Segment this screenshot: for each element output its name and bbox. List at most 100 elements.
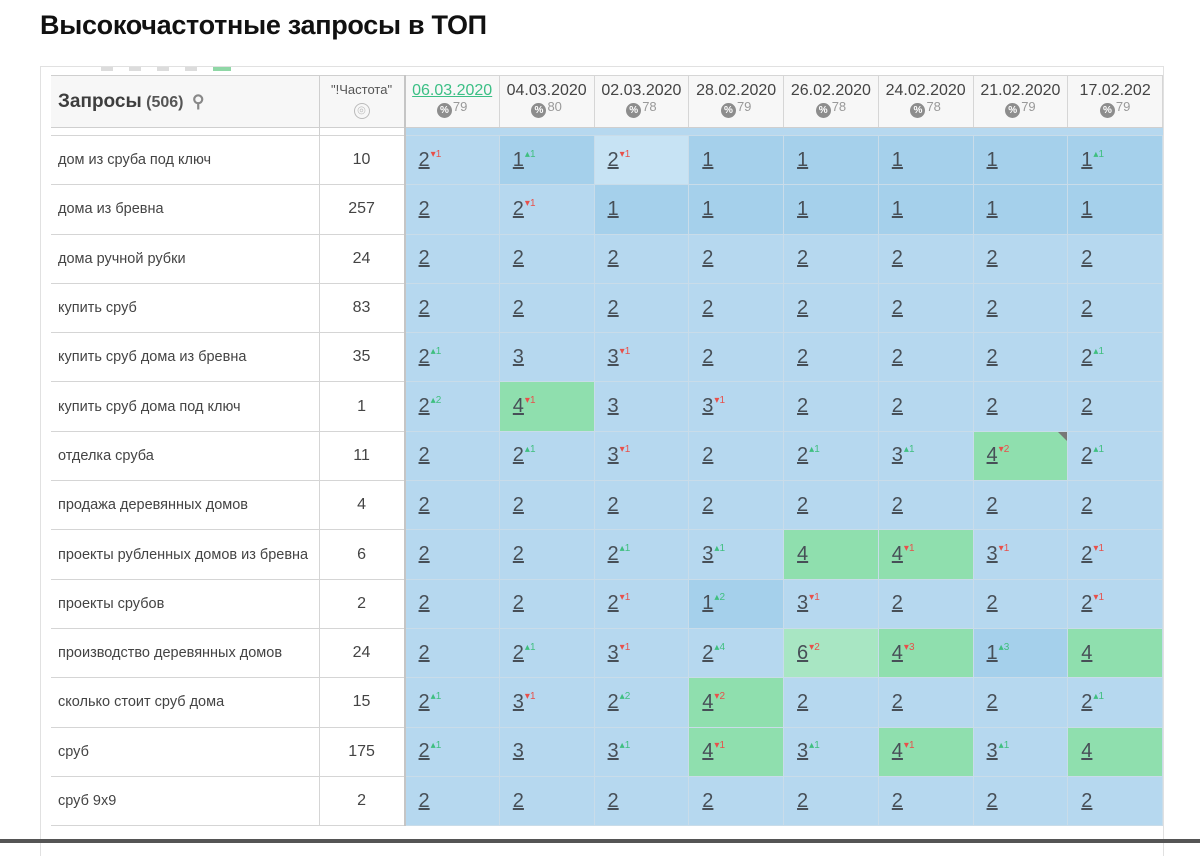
position-value[interactable]: 2	[418, 197, 430, 220]
date-column-header[interactable]: 17.02.202% 79	[1067, 75, 1163, 128]
date-label[interactable]: 26.02.2020	[790, 82, 871, 99]
query-cell[interactable]: дом из сруба под ключ	[51, 134, 320, 186]
query-cell[interactable]: отделка сруба	[51, 430, 320, 482]
position-value[interactable]: 2	[891, 592, 903, 615]
position-cell[interactable]: 2	[404, 529, 500, 580]
position-cell[interactable]: 2	[877, 677, 974, 728]
queries-column-header[interactable]: Запросы (506) ⚲	[51, 75, 320, 128]
query-cell[interactable]: сколько стоит сруб дома	[51, 677, 320, 728]
position-cell[interactable]: 2	[1067, 381, 1163, 432]
position-cell[interactable]: 2▴2	[593, 677, 690, 728]
position-cell[interactable]: 1	[688, 134, 785, 186]
position-value[interactable]: 2	[1081, 592, 1093, 615]
position-value[interactable]: 2	[512, 444, 524, 467]
position-cell[interactable]: 4	[1067, 627, 1163, 679]
position-value[interactable]: 2	[986, 592, 998, 615]
position-cell[interactable]: 2	[404, 480, 500, 531]
date-column-header[interactable]: 26.02.2020% 78	[783, 75, 879, 128]
position-cell[interactable]: 2	[688, 775, 785, 827]
position-value[interactable]: 1	[512, 148, 524, 171]
position-value[interactable]: 2	[986, 395, 998, 418]
position-cell[interactable]: 2	[593, 233, 690, 284]
position-value[interactable]: 2	[986, 247, 998, 270]
position-value[interactable]: 2	[512, 789, 524, 812]
position-cell[interactable]: 4▾3	[877, 627, 974, 679]
position-cell[interactable]: 3▾1	[593, 430, 690, 482]
query-cell[interactable]: купить сруб дома из бревна	[51, 332, 320, 383]
position-value[interactable]: 2	[512, 247, 524, 270]
position-value[interactable]: 1	[1081, 148, 1093, 171]
position-value[interactable]: 2	[986, 789, 998, 812]
position-cell[interactable]: 4▾1	[877, 726, 974, 777]
position-cell[interactable]: 2	[593, 480, 690, 531]
date-label[interactable]: 24.02.2020	[885, 82, 966, 99]
position-value[interactable]: 2	[1081, 296, 1093, 319]
position-value[interactable]: 4	[891, 543, 903, 566]
position-cell[interactable]: 2	[877, 578, 974, 629]
position-value[interactable]: 2	[418, 641, 430, 664]
position-value[interactable]: 3	[986, 543, 998, 566]
query-cell[interactable]: дома ручной рубки	[51, 233, 320, 284]
position-cell[interactable]: 2▴1	[404, 677, 500, 728]
position-cell[interactable]: 2	[688, 332, 785, 383]
top-scroll-strip[interactable]	[101, 67, 281, 75]
position-value[interactable]: 2	[418, 543, 430, 566]
position-cell[interactable]: 2▴1	[783, 430, 879, 482]
position-value[interactable]: 2	[418, 148, 430, 171]
date-label[interactable]: 06.03.2020	[412, 82, 493, 99]
position-value[interactable]: 3	[607, 395, 619, 418]
position-value[interactable]: 2	[418, 690, 430, 713]
position-cell[interactable]: 2	[498, 480, 595, 531]
position-value[interactable]: 1	[986, 148, 998, 171]
position-cell[interactable]: 2	[1067, 775, 1163, 827]
position-cell[interactable]: 2	[498, 775, 595, 827]
position-value[interactable]: 3	[607, 740, 619, 763]
position-value[interactable]: 6	[797, 641, 809, 664]
position-value[interactable]: 3	[512, 740, 524, 763]
position-value[interactable]: 2	[891, 690, 903, 713]
position-value[interactable]: 4	[1081, 740, 1093, 763]
position-value[interactable]: 2	[418, 789, 430, 812]
position-value[interactable]: 2	[797, 444, 809, 467]
position-cell[interactable]: 2▴1	[404, 332, 500, 383]
position-cell[interactable]: 1▴1	[498, 134, 595, 186]
position-value[interactable]: 2	[1081, 690, 1093, 713]
position-value[interactable]: 1	[702, 148, 714, 171]
position-value[interactable]: 2	[607, 493, 619, 516]
position-cell[interactable]: 1	[972, 134, 1069, 186]
position-cell[interactable]: 4	[783, 529, 879, 580]
position-cell[interactable]: 3	[498, 726, 595, 777]
position-value[interactable]: 4	[702, 740, 714, 763]
position-cell[interactable]: 2	[404, 233, 500, 284]
position-value[interactable]: 3	[607, 444, 619, 467]
position-cell[interactable]: 3▴1	[688, 529, 785, 580]
position-cell[interactable]: 2	[972, 332, 1069, 383]
position-cell[interactable]: 2▴1	[1067, 332, 1163, 383]
position-cell[interactable]: 2	[593, 282, 690, 334]
query-cell[interactable]: купить сруб дома под ключ	[51, 381, 320, 432]
position-cell[interactable]: 3▾1	[783, 578, 879, 629]
position-value[interactable]: 2	[891, 493, 903, 516]
position-value[interactable]: 4	[986, 444, 998, 467]
position-cell[interactable]: 1	[1067, 184, 1163, 235]
position-cell[interactable]: 3▾1	[688, 381, 785, 432]
position-value[interactable]: 2	[418, 296, 430, 319]
position-cell[interactable]: 2▾1	[593, 578, 690, 629]
position-value[interactable]: 3	[986, 740, 998, 763]
position-cell[interactable]: 2	[404, 775, 500, 827]
position-cell[interactable]: 2▴4	[688, 627, 785, 679]
date-column-header[interactable]: 06.03.2020% 79	[403, 75, 500, 128]
query-cell[interactable]: дома из бревна	[51, 184, 320, 235]
position-value[interactable]: 2	[512, 296, 524, 319]
position-value[interactable]: 2	[702, 444, 714, 467]
position-cell[interactable]: 1	[688, 184, 785, 235]
position-cell[interactable]: 2	[1067, 233, 1163, 284]
position-cell[interactable]: 2	[404, 184, 500, 235]
position-cell[interactable]: 2	[783, 677, 879, 728]
position-cell[interactable]: 3▴1	[972, 726, 1069, 777]
query-cell[interactable]: сруб	[51, 726, 320, 777]
position-cell[interactable]: 2	[877, 332, 974, 383]
position-value[interactable]: 4	[512, 395, 524, 418]
position-value[interactable]: 2	[1081, 789, 1093, 812]
position-value[interactable]: 1	[891, 197, 903, 220]
